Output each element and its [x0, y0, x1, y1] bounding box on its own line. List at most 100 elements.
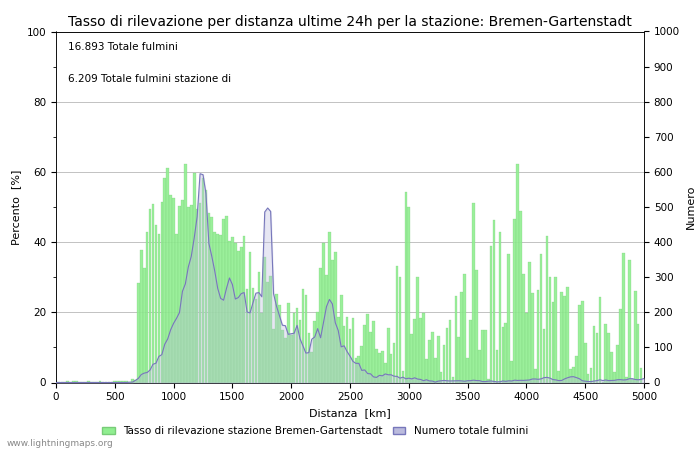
Bar — [561, 292, 563, 382]
Bar — [358, 356, 360, 382]
Bar — [616, 345, 619, 382]
Bar — [634, 291, 636, 382]
Bar — [578, 306, 580, 382]
Bar — [454, 296, 457, 382]
Bar — [263, 257, 266, 382]
Text: 6.209 Totale fulmini stazione di: 6.209 Totale fulmini stazione di — [68, 74, 231, 84]
Bar — [517, 164, 519, 382]
Bar — [322, 243, 325, 382]
Bar — [428, 340, 430, 382]
Bar — [278, 305, 281, 382]
Bar — [481, 329, 484, 382]
Bar — [510, 361, 513, 382]
Bar — [337, 317, 340, 382]
Bar — [437, 336, 440, 382]
Bar — [498, 232, 501, 382]
Bar — [525, 313, 528, 382]
Bar — [346, 317, 349, 382]
Bar — [169, 194, 172, 382]
Bar — [248, 252, 251, 382]
Bar — [160, 202, 163, 382]
Text: www.lightningmaps.org: www.lightningmaps.org — [7, 439, 113, 448]
Bar — [452, 378, 454, 382]
Bar — [351, 318, 354, 382]
Bar — [540, 254, 542, 382]
Bar — [446, 328, 448, 382]
Bar — [546, 236, 548, 382]
Bar — [628, 260, 631, 382]
Bar — [155, 225, 158, 382]
Bar — [143, 267, 146, 382]
Bar — [299, 320, 301, 382]
Bar — [381, 351, 384, 382]
Bar — [284, 338, 286, 382]
Bar — [505, 324, 507, 382]
Bar — [554, 277, 557, 382]
Bar — [405, 192, 407, 382]
Bar — [199, 203, 202, 382]
Bar — [260, 313, 263, 382]
Bar — [164, 177, 166, 382]
Bar — [214, 232, 216, 382]
Text: 16.893 Totale fulmini: 16.893 Totale fulmini — [68, 42, 178, 52]
Bar — [566, 287, 569, 382]
Bar — [463, 274, 466, 382]
Bar — [223, 219, 225, 382]
Bar — [246, 289, 248, 382]
Bar — [175, 234, 178, 382]
Bar — [187, 207, 190, 382]
Bar — [522, 274, 525, 382]
Bar — [293, 313, 295, 382]
Bar — [204, 190, 207, 382]
Bar — [328, 232, 330, 382]
Bar — [552, 302, 554, 382]
Bar — [422, 313, 425, 382]
Bar — [557, 371, 560, 382]
Bar — [184, 164, 187, 382]
Bar — [131, 379, 134, 382]
Bar — [296, 309, 298, 382]
Bar — [167, 168, 169, 382]
Bar — [152, 204, 154, 382]
Bar — [343, 326, 345, 382]
Bar — [572, 367, 575, 382]
Bar — [620, 309, 622, 382]
Bar — [66, 381, 69, 382]
Bar — [258, 272, 260, 382]
Bar — [316, 312, 319, 382]
Y-axis label: Numero: Numero — [685, 185, 695, 229]
Bar — [287, 303, 290, 382]
Bar — [196, 209, 198, 382]
Bar — [537, 290, 540, 382]
Bar — [116, 381, 119, 382]
Bar — [416, 277, 419, 382]
Bar — [134, 380, 136, 382]
Bar — [190, 205, 193, 382]
Bar — [375, 349, 378, 382]
Bar — [219, 235, 222, 382]
Bar — [158, 234, 160, 382]
Bar — [366, 315, 369, 382]
Bar — [363, 325, 366, 382]
Bar — [378, 353, 381, 382]
Bar — [434, 358, 437, 382]
Bar — [72, 381, 75, 382]
Bar — [596, 333, 598, 382]
Bar — [267, 282, 269, 382]
Bar — [461, 292, 463, 382]
Bar — [534, 369, 536, 382]
Bar — [608, 333, 610, 382]
Bar — [311, 352, 313, 382]
Bar — [390, 354, 393, 382]
Bar — [473, 203, 475, 382]
Bar — [487, 379, 489, 382]
Bar — [178, 206, 181, 382]
Bar — [228, 241, 231, 382]
Bar — [402, 372, 404, 382]
Bar — [449, 320, 452, 382]
Y-axis label: Percento  [%]: Percento [%] — [11, 169, 21, 245]
Bar — [399, 277, 401, 382]
Bar — [622, 253, 624, 382]
Bar — [425, 359, 428, 382]
Bar — [581, 301, 584, 382]
